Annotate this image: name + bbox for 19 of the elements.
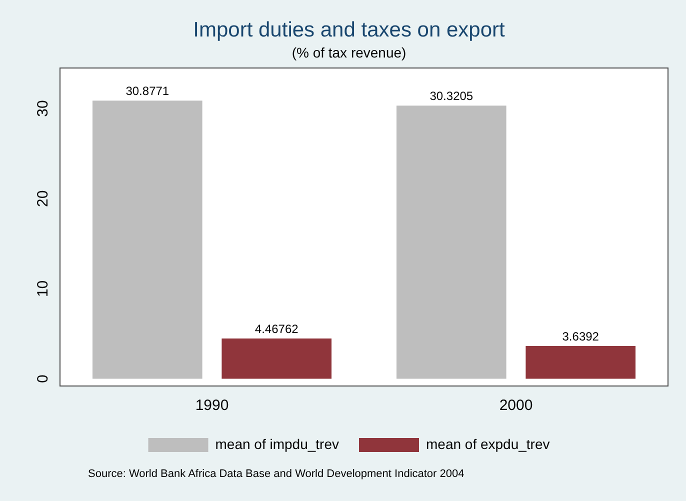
y-tick-label: 30 [34, 100, 52, 117]
y-tick-label: 10 [34, 280, 52, 298]
bar [222, 338, 332, 379]
legend-label: mean of impdu_trev [215, 436, 339, 452]
data-label: 3.6392 [562, 329, 600, 344]
data-label: 30.8771 [126, 84, 170, 98]
y-tick-label: 20 [34, 190, 52, 207]
y-tick-label: 0 [34, 374, 52, 383]
chart-subtitle: (% of tax revenue) [292, 44, 406, 60]
bar [92, 100, 202, 379]
chart-title: Import duties and taxes on export [193, 18, 505, 42]
source-note: Source: World Bank Africa Data Base and World Development Indicator 2004 [88, 468, 464, 480]
data-label: 30.3205 [430, 88, 474, 103]
bar [526, 346, 636, 379]
x-tick-label: 2000 [499, 397, 533, 414]
data-label: 4.46762 [254, 322, 299, 336]
bar [396, 106, 506, 379]
legend-label: mean of expdu_trev [426, 436, 550, 452]
x-tick-label: 1990 [195, 397, 229, 414]
